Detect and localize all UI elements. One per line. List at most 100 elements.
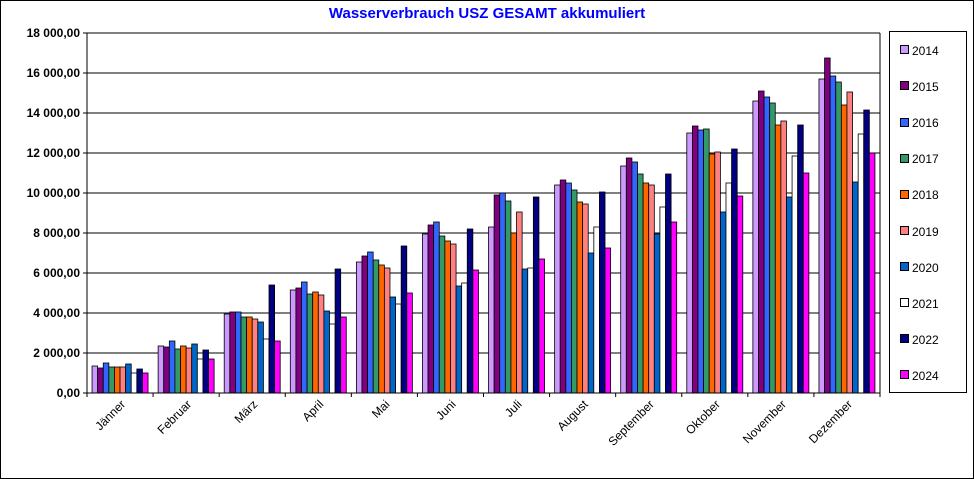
bar bbox=[708, 153, 716, 394]
x-tick-label: Februar bbox=[155, 397, 195, 437]
y-tick-label: 6 000,00 bbox=[33, 266, 80, 280]
bar bbox=[758, 90, 765, 394]
bar bbox=[119, 366, 127, 394]
bar bbox=[620, 165, 627, 394]
legend: 2014 2015 2016 2017 2018 2019 2020 2021 2022 2024 bbox=[889, 31, 967, 393]
x-tick-label: November bbox=[740, 397, 789, 446]
bar bbox=[829, 75, 837, 394]
bar bbox=[697, 129, 704, 394]
x-tick-label: Juni bbox=[433, 397, 458, 422]
bar bbox=[510, 232, 517, 394]
bar bbox=[769, 102, 776, 394]
bar bbox=[587, 252, 595, 394]
bar bbox=[714, 151, 721, 394]
bar bbox=[157, 345, 165, 394]
bar bbox=[114, 366, 121, 394]
bar bbox=[521, 268, 529, 394]
x-tick-label: April bbox=[300, 397, 327, 424]
bar bbox=[268, 284, 276, 394]
axes bbox=[86, 33, 881, 397]
bar bbox=[648, 184, 655, 394]
bar bbox=[378, 264, 385, 394]
bar bbox=[274, 340, 281, 394]
bar bbox=[653, 233, 661, 394]
legend-label: 2020 bbox=[912, 260, 939, 275]
legend-label: 2015 bbox=[912, 79, 939, 94]
bar bbox=[752, 100, 759, 394]
bar bbox=[499, 192, 506, 394]
legend-label: 2017 bbox=[912, 152, 939, 167]
bar bbox=[565, 182, 572, 394]
y-tick-label: 8 000,00 bbox=[33, 226, 80, 240]
bar bbox=[108, 366, 115, 394]
bar bbox=[433, 221, 440, 394]
bar bbox=[670, 221, 678, 394]
bar bbox=[736, 195, 744, 394]
legend-swatch bbox=[900, 334, 909, 344]
bar bbox=[493, 194, 501, 394]
y-tick-label: 12 000,00 bbox=[27, 146, 81, 160]
bar bbox=[846, 91, 853, 394]
x-tick-label: Oktober bbox=[683, 397, 723, 437]
bar bbox=[142, 372, 149, 394]
bar bbox=[863, 109, 870, 394]
bar bbox=[642, 182, 650, 394]
gridlines bbox=[87, 32, 880, 354]
legend-label: 2014 bbox=[912, 43, 939, 58]
legend-item: 2017 bbox=[900, 151, 939, 167]
y-tick-label: 16 000,00 bbox=[27, 66, 81, 80]
x-tick-label: Mai bbox=[369, 397, 393, 421]
bar bbox=[576, 201, 584, 394]
legend-item: 2015 bbox=[900, 79, 939, 94]
bar bbox=[780, 120, 787, 394]
bar bbox=[136, 368, 143, 394]
legend-item: 2018 bbox=[900, 187, 939, 202]
legend-item: 2014 bbox=[900, 43, 939, 58]
bar bbox=[323, 310, 330, 394]
legend-label: 2016 bbox=[912, 116, 939, 131]
bar bbox=[786, 196, 793, 394]
bar bbox=[306, 293, 314, 394]
bar bbox=[604, 247, 612, 394]
bar bbox=[400, 245, 408, 394]
bar bbox=[835, 81, 842, 394]
bar bbox=[91, 365, 99, 394]
legend-swatch bbox=[900, 153, 909, 163]
bar bbox=[427, 224, 435, 394]
bar bbox=[559, 179, 567, 394]
y-tick-label: 2 000,00 bbox=[33, 346, 80, 360]
bar bbox=[852, 181, 859, 394]
bar bbox=[625, 157, 633, 394]
bar bbox=[631, 161, 638, 394]
bar bbox=[504, 200, 512, 394]
x-tick-label: September bbox=[605, 397, 656, 448]
y-tick-label: 4 000,00 bbox=[33, 306, 80, 320]
x-tick-label: August bbox=[554, 397, 591, 434]
legend-item: 2020 bbox=[900, 260, 939, 274]
bar bbox=[406, 292, 413, 394]
bar bbox=[301, 281, 308, 394]
x-tick-label: Jänner bbox=[92, 397, 128, 433]
plot-area bbox=[87, 33, 880, 393]
legend-swatch bbox=[900, 298, 909, 308]
bar bbox=[97, 367, 104, 394]
bar bbox=[125, 363, 132, 394]
bar bbox=[582, 203, 589, 394]
bar bbox=[263, 338, 270, 394]
bar bbox=[532, 196, 540, 394]
bar bbox=[725, 182, 732, 394]
bar bbox=[824, 57, 831, 394]
bar bbox=[659, 206, 666, 394]
bar bbox=[554, 184, 561, 394]
bar bbox=[102, 362, 110, 394]
x-tick-label: Dezember bbox=[806, 397, 855, 446]
bar bbox=[763, 96, 771, 394]
legend-label: 2021 bbox=[912, 296, 939, 311]
legend-swatch bbox=[900, 45, 909, 55]
bar bbox=[686, 132, 693, 394]
bar bbox=[257, 321, 264, 394]
bar bbox=[516, 211, 523, 394]
bar bbox=[223, 313, 231, 394]
legend-swatch bbox=[900, 81, 909, 91]
